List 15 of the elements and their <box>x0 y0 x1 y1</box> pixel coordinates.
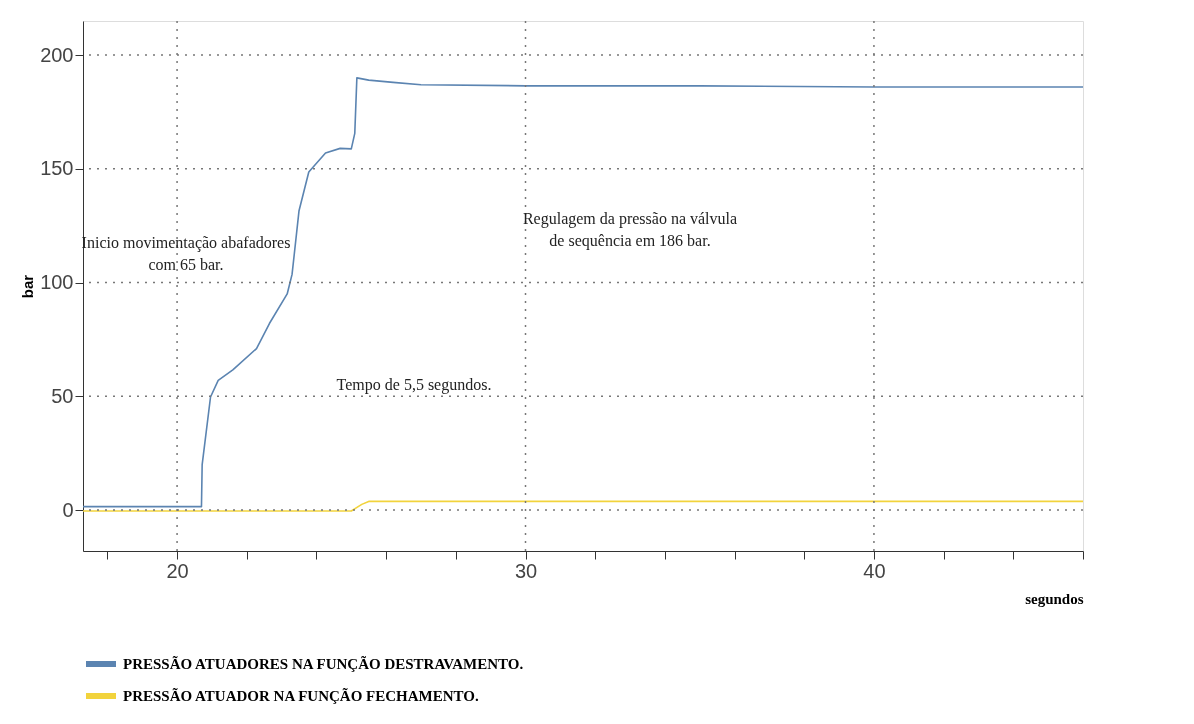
x-tick-label: 30 <box>514 559 538 582</box>
annotation: Regulagem da pressão na válvula de sequência em 186 bar. <box>522 210 738 250</box>
y-tick-label: 150 <box>40 157 74 180</box>
legend-label: PRESSÃO ATUADOR NA FUNÇÃO FECHAMENTO. <box>123 687 479 704</box>
x-axis-title: segundos <box>1025 590 1084 607</box>
line-series <box>82 77 1084 508</box>
x-tick-label: 40 <box>863 559 886 582</box>
y-tick-label: 0 <box>62 498 74 521</box>
x-tick-label: 20 <box>166 559 189 582</box>
y-tick-label: 100 <box>40 271 74 294</box>
annotation: Tempo de 5,5 segundos. <box>336 376 492 394</box>
y-axis-title: bar <box>19 274 37 299</box>
y-tick-label: 50 <box>51 384 74 407</box>
legend-label: PRESSÃO ATUADORES NA FUNÇÃO DESTRAVAMENTO. <box>123 655 524 672</box>
y-tick-label: 200 <box>40 43 74 66</box>
